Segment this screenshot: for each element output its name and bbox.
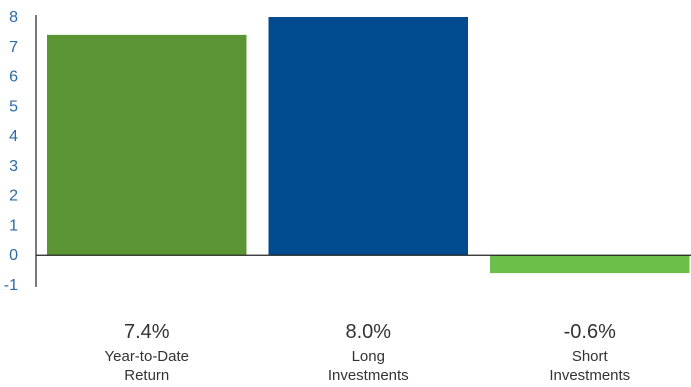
category-label: Year-to-Date bbox=[105, 348, 190, 365]
y-axis: -1 0 1 2 3 4 5 6 7 8 bbox=[4, 9, 37, 294]
y-tick-label: -1 bbox=[4, 277, 18, 294]
bar bbox=[47, 34, 247, 256]
y-tick-label: 5 bbox=[9, 98, 18, 115]
data-label: 7.4% bbox=[124, 321, 170, 343]
bar bbox=[490, 255, 690, 274]
category-label: Investments bbox=[549, 367, 630, 384]
y-tick-label: 3 bbox=[9, 158, 18, 175]
category-label: Return bbox=[124, 367, 169, 384]
category-label: Short bbox=[572, 348, 609, 365]
y-tick-label: 4 bbox=[9, 128, 18, 145]
y-tick-label: 7 bbox=[9, 39, 18, 56]
y-tick-label: 1 bbox=[9, 217, 18, 234]
bar bbox=[268, 17, 468, 256]
y-tick-label: 6 bbox=[9, 69, 18, 86]
bars bbox=[47, 17, 690, 274]
category-label: Long bbox=[352, 348, 385, 365]
category-labels: 7.4% Year-to-Date Return 8.0% Long Investment… bbox=[105, 321, 631, 384]
y-tick-label: 2 bbox=[9, 188, 18, 205]
y-tick-label: 8 bbox=[9, 9, 18, 26]
data-label: 8.0% bbox=[345, 321, 391, 343]
data-label: -0.6% bbox=[564, 321, 616, 343]
y-tick-label: 0 bbox=[9, 247, 18, 264]
category-label: Investments bbox=[328, 367, 409, 384]
